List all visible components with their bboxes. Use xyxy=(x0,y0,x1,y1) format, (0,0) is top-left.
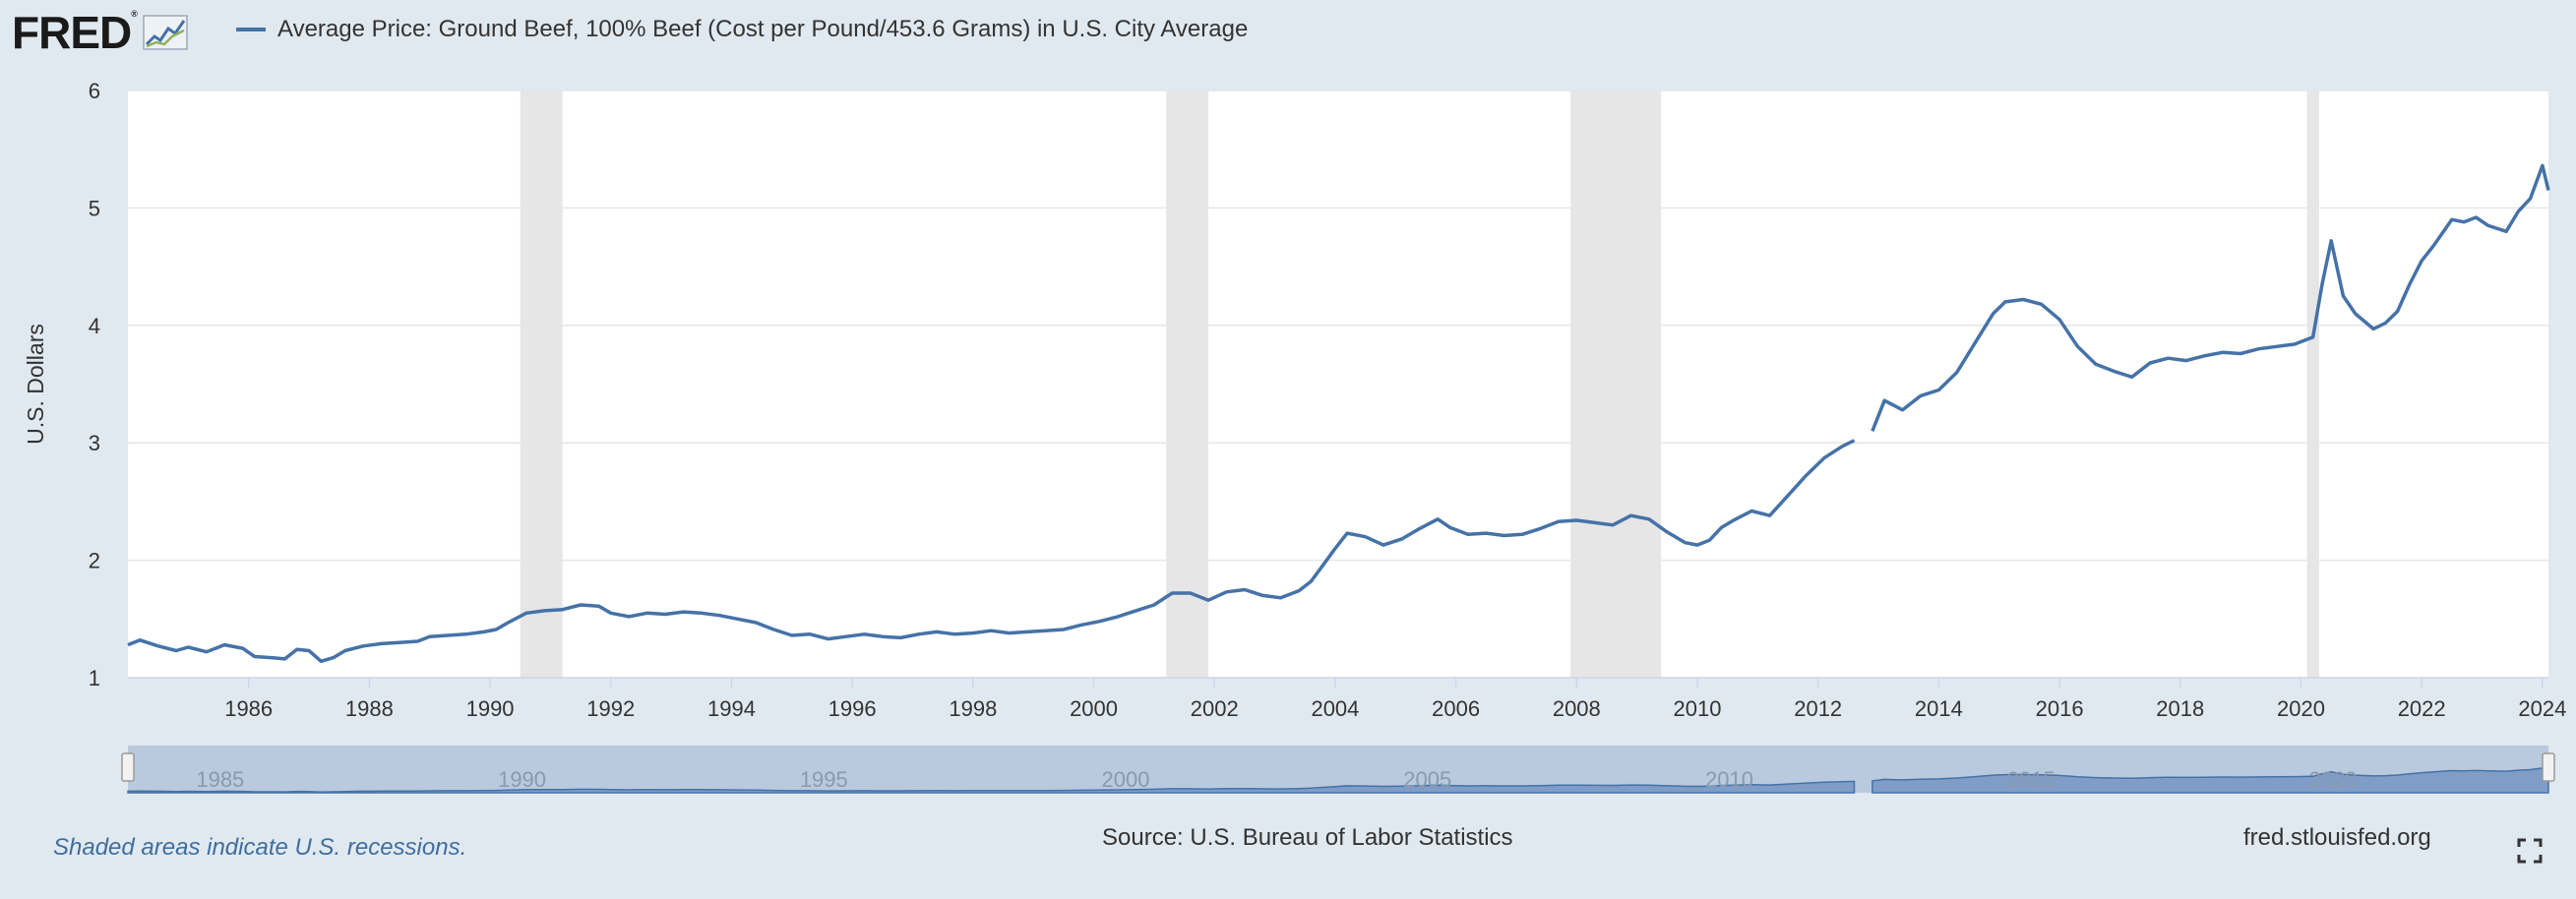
recession-band xyxy=(1166,90,1209,678)
series-line xyxy=(127,439,1856,664)
data-source: Source: U.S. Bureau of Labor Statistics xyxy=(1102,824,1513,851)
x-tick-label: 2024 xyxy=(2518,696,2566,721)
x-tick-label: 2012 xyxy=(1794,696,1842,721)
x-tick-label: 1988 xyxy=(345,696,394,721)
navigator-series xyxy=(1871,767,2549,794)
x-tick-label: 2022 xyxy=(2398,696,2446,721)
navigator-handle-right[interactable] xyxy=(2542,752,2555,782)
x-tick-label: 2020 xyxy=(2277,696,2325,721)
navigator-tick-label: 2020 xyxy=(2308,767,2357,792)
x-tick-label: 2006 xyxy=(1432,696,1480,721)
navigator-tick-label: 2000 xyxy=(1102,767,1150,792)
navigator-tick-label: 1995 xyxy=(800,767,848,792)
logo-registered-mark: ® xyxy=(131,9,138,19)
fred-header: FRED® xyxy=(12,8,188,57)
navigator-tick-label: 1985 xyxy=(196,767,244,792)
y-tick-label: 5 xyxy=(89,196,100,220)
y-tick-label: 3 xyxy=(89,431,100,455)
navigator-tick-label: 2010 xyxy=(1705,767,1753,792)
x-tick-label: 1990 xyxy=(466,696,515,721)
fred-logo[interactable]: FRED® xyxy=(12,7,138,58)
x-tick-label: 2002 xyxy=(1191,696,1239,721)
recession-band xyxy=(520,90,563,678)
x-tick-label: 2014 xyxy=(1915,696,1963,721)
series-line xyxy=(1871,163,2550,432)
recession-band xyxy=(1570,90,1662,678)
y-tick-label: 2 xyxy=(89,549,100,573)
x-tick-label: 2000 xyxy=(1070,696,1118,721)
y-tick-label: 4 xyxy=(89,314,100,338)
site-link[interactable]: fred.stlouisfed.org xyxy=(2243,824,2431,851)
y-axis-title: U.S. Dollars xyxy=(23,324,48,445)
chart-legend[interactable]: Average Price: Ground Beef, 100% Beef (C… xyxy=(236,16,1248,43)
fred-graph-icon xyxy=(143,15,188,50)
navigator-tick-label: 2005 xyxy=(1403,767,1451,792)
x-tick-label: 2016 xyxy=(2036,696,2084,721)
legend-swatch xyxy=(236,28,266,31)
expand-icon[interactable] xyxy=(2517,838,2543,864)
navigator-tick-label: 1990 xyxy=(498,767,546,792)
y-tick-label: 1 xyxy=(89,666,100,690)
x-tick-label: 1992 xyxy=(586,696,635,721)
x-tick-label: 1998 xyxy=(949,696,997,721)
x-tick-label: 2008 xyxy=(1553,696,1601,721)
recession-note: Shaded areas indicate U.S. recessions. xyxy=(53,834,467,861)
plot-area xyxy=(128,90,2548,678)
x-tick-label: 2010 xyxy=(1674,696,1722,721)
x-tick-label: 2018 xyxy=(2156,696,2204,721)
recession-band xyxy=(2306,90,2319,678)
x-tick-label: 1996 xyxy=(828,696,877,721)
navigator-handle-left[interactable] xyxy=(121,752,135,782)
navigator-tick-label: 2015 xyxy=(2007,767,2055,792)
x-tick-label: 1994 xyxy=(707,696,756,721)
navigator-series xyxy=(127,780,1856,794)
y-tick-label: 6 xyxy=(89,79,100,103)
x-tick-label: 1986 xyxy=(224,696,273,721)
legend-series-name: Average Price: Ground Beef, 100% Beef (C… xyxy=(277,16,1249,42)
logo-text: FRED xyxy=(12,7,132,58)
x-tick-label: 2004 xyxy=(1311,696,1359,721)
